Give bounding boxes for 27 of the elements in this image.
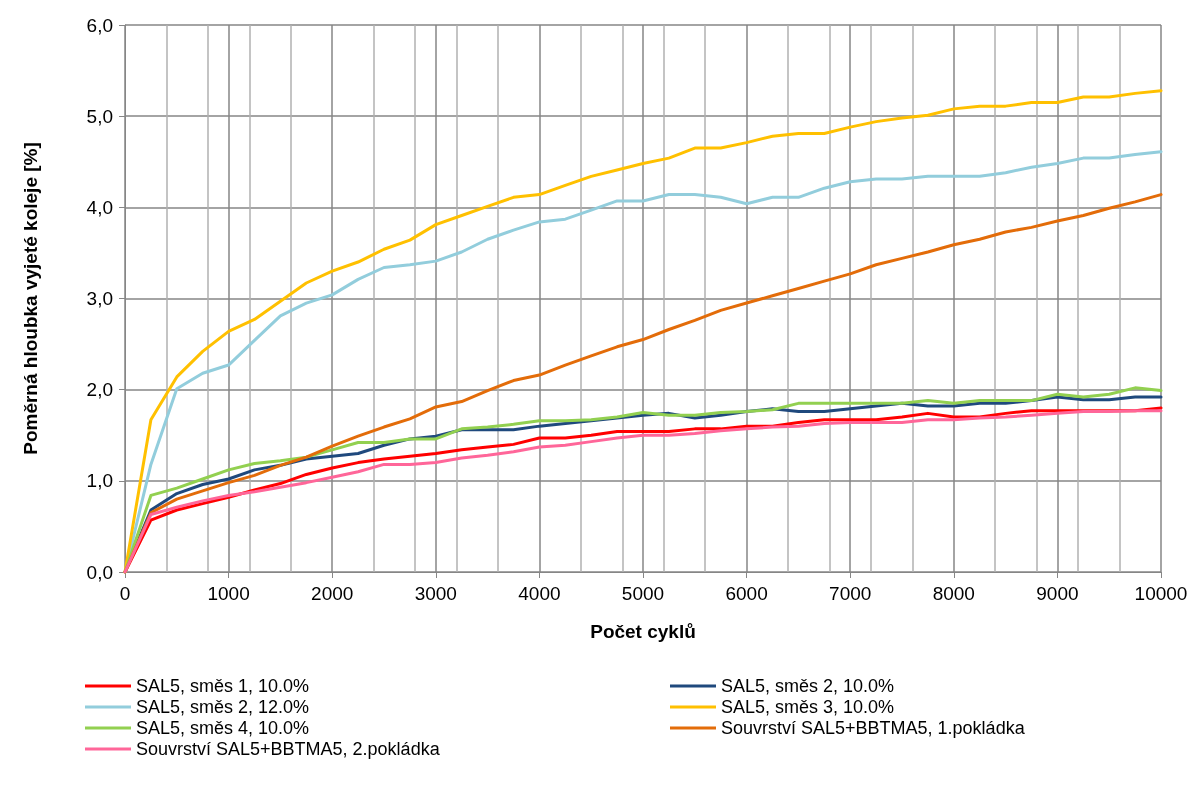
x-tick-label: 8000 (932, 583, 975, 604)
y-tick-label: 3,0 (86, 288, 113, 309)
y-tick-label: 2,0 (86, 379, 113, 401)
legend-label: SAL5, směs 3, 10.0% (721, 697, 895, 717)
x-tick-label: 5000 (621, 583, 665, 604)
x-tick-label: 2000 (311, 583, 354, 604)
legend-label: Souvrství SAL5+BBTMA5, 1.pokládka (721, 718, 1026, 738)
x-tick-label: 0 (119, 583, 131, 604)
legend-label: Souvrství SAL5+BBTMA5, 2.pokládka (136, 739, 441, 759)
x-tick-label: 3000 (414, 583, 457, 604)
x-axis-title: Počet cyklů (590, 621, 696, 642)
x-tick-label: 6000 (725, 583, 768, 604)
y-tick-label: 1,0 (86, 470, 113, 492)
legend-label: SAL5, směs 2, 12.0% (136, 697, 310, 717)
legend-label: SAL5, směs 1, 10.0% (136, 676, 310, 696)
legend-label: SAL5, směs 2, 10.0% (721, 676, 895, 696)
y-axis-title: Poměrná hloubka vyjeté koleje [%] (20, 142, 41, 455)
x-tick-label: 1000 (207, 583, 250, 604)
y-tick-label: 6,0 (86, 14, 113, 36)
x-tick-label: 4000 (518, 583, 561, 604)
y-tick-label: 5,0 (86, 105, 113, 127)
legend-label: SAL5, směs 4, 10.0% (136, 718, 310, 738)
x-tick-label: 7000 (829, 583, 872, 604)
x-tick-label: 10000 (1134, 583, 1188, 604)
y-tick-label: 0,0 (86, 561, 113, 583)
x-tick-label: 9000 (1036, 583, 1079, 604)
y-tick-label: 4,0 (86, 196, 113, 218)
